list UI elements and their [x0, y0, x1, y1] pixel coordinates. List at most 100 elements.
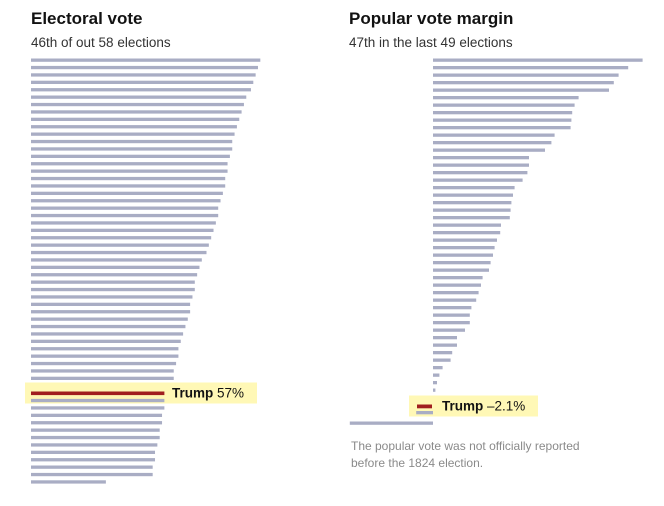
- bar: [31, 354, 179, 358]
- bar: [433, 73, 619, 77]
- bar: [31, 228, 214, 232]
- bar: [31, 413, 163, 417]
- bar: [31, 273, 198, 277]
- bar: [433, 118, 572, 122]
- bar: [31, 73, 256, 77]
- bar: [31, 480, 106, 484]
- bar: [31, 147, 233, 151]
- bar: [433, 246, 495, 250]
- bar: [31, 310, 191, 314]
- electoral-vote-bars: Trump 57%: [25, 58, 261, 484]
- bar: [31, 332, 184, 336]
- bar: [433, 313, 470, 317]
- bar: [31, 465, 153, 469]
- bar: [31, 117, 240, 121]
- bar: [433, 283, 481, 287]
- bar: [31, 199, 221, 203]
- bar: [31, 206, 219, 210]
- bar: [31, 324, 186, 329]
- bar: [433, 81, 614, 85]
- chart-subtitle: 47th in the last 49 elections: [349, 35, 513, 50]
- bar: [433, 231, 501, 235]
- bar: [433, 298, 477, 302]
- bar: [31, 221, 216, 225]
- bar: [433, 178, 523, 182]
- bar: [433, 388, 436, 392]
- bar: [31, 213, 219, 218]
- bar: [31, 302, 191, 306]
- bar: [31, 347, 179, 351]
- bar: [433, 343, 457, 347]
- bar: [433, 58, 643, 62]
- bar: [31, 80, 254, 84]
- bar: [31, 258, 202, 262]
- chart-title: Popular vote margin: [349, 9, 514, 28]
- bar: [31, 421, 163, 425]
- bar: [31, 265, 200, 269]
- bar: [433, 103, 575, 107]
- bar: [433, 306, 472, 310]
- highlight-label: Trump –2.1%: [442, 399, 525, 414]
- bar: [433, 291, 479, 295]
- bar: [31, 458, 156, 462]
- bar: [31, 450, 156, 454]
- bar: [433, 373, 440, 377]
- bar: [31, 154, 230, 158]
- bar: [31, 184, 226, 188]
- bar: [31, 110, 242, 114]
- chart-note: The popular vote was not officially repo…: [351, 439, 580, 470]
- popular-vote-panel: Popular vote margin 47th in the last 49 …: [330, 0, 664, 506]
- bar: [433, 336, 457, 340]
- bar: [433, 381, 437, 385]
- highlight-bar: [31, 391, 165, 396]
- bar: [31, 361, 177, 366]
- bar: [433, 261, 491, 265]
- chart-subtitle: 46th of out 58 elections: [31, 35, 171, 50]
- bar: [433, 358, 451, 362]
- bar: [433, 223, 501, 227]
- chart-title: Electoral vote: [31, 9, 143, 28]
- bar: [433, 201, 512, 205]
- bar: [433, 321, 470, 325]
- bar: [433, 351, 453, 355]
- bar: [31, 176, 226, 181]
- bar: [31, 162, 228, 166]
- bar: [433, 163, 529, 167]
- bar: [31, 139, 233, 144]
- electoral-vote-panel: Electoral vote 46th of out 58 elections …: [0, 0, 330, 506]
- bar: [31, 250, 207, 255]
- highlight-background: [409, 395, 538, 417]
- bar: [31, 472, 153, 477]
- bar: [433, 238, 497, 242]
- bar: [31, 95, 247, 99]
- bar: [433, 88, 609, 92]
- bar: [31, 287, 195, 292]
- bar: [433, 66, 629, 70]
- bar: [31, 125, 237, 129]
- bar: [31, 443, 158, 447]
- bar: [31, 169, 228, 173]
- bar: [433, 253, 493, 257]
- bar: [31, 317, 188, 321]
- bar: [31, 369, 174, 373]
- bar: [31, 243, 209, 247]
- bar: [433, 193, 513, 197]
- bar: [31, 295, 193, 299]
- bar: [31, 435, 160, 440]
- bar: [433, 148, 545, 152]
- bar: [433, 96, 579, 100]
- bar: [433, 141, 552, 145]
- bar: [31, 398, 165, 403]
- bar: [433, 133, 555, 137]
- bar: [433, 276, 483, 280]
- bar: [31, 102, 244, 107]
- bar: [31, 376, 174, 380]
- bar: [31, 236, 212, 240]
- bar: [31, 132, 235, 136]
- bar: [31, 280, 195, 284]
- bar: [31, 428, 160, 432]
- bar: [433, 328, 465, 332]
- bar: [416, 411, 433, 415]
- bar: [433, 366, 443, 370]
- popular-vote-bars: Trump –2.1%: [349, 58, 643, 425]
